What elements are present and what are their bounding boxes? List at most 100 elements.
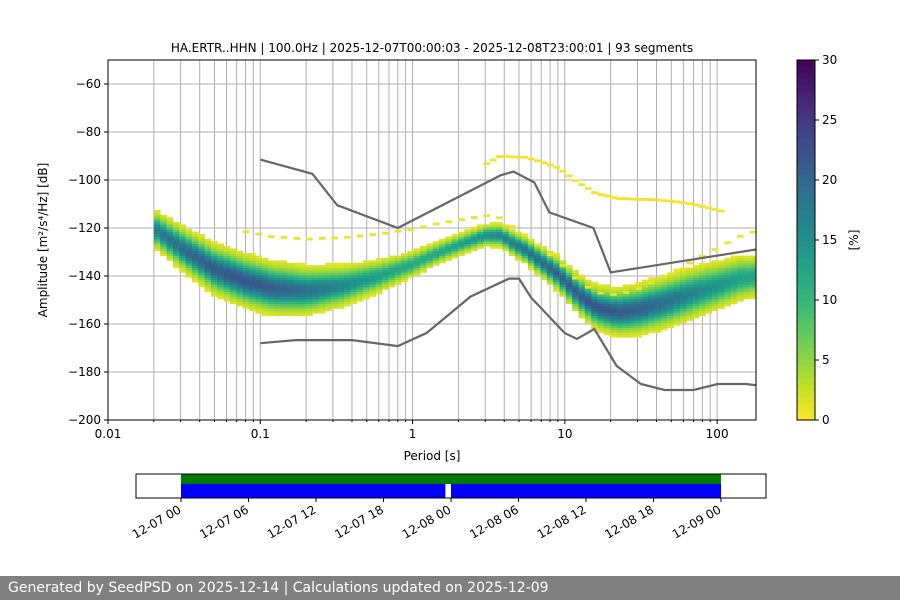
heatmap-cell — [736, 286, 744, 290]
heatmap-cell — [242, 230, 250, 234]
colorbar-segment — [797, 294, 815, 301]
heatmap-cell — [502, 243, 510, 247]
heatmap-cell — [267, 298, 275, 302]
heatmap-cell — [540, 265, 548, 268]
heatmap-cell — [445, 253, 453, 256]
heatmap-cell — [172, 224, 180, 228]
heatmap-cell — [236, 289, 243, 292]
heatmap-cell — [622, 327, 630, 331]
heatmap-cell — [191, 270, 199, 273]
heatmap-cell — [730, 255, 738, 259]
heatmap-cell — [236, 282, 243, 285]
heatmap-cell — [179, 231, 186, 235]
heatmap-cell — [382, 277, 389, 280]
heatmap-cell — [540, 270, 548, 273]
heatmap-cell — [502, 229, 510, 232]
heatmap-cell — [166, 222, 174, 225]
heatmap-cell — [407, 265, 415, 268]
heatmap-cell — [470, 241, 478, 244]
availability-green-segment — [181, 474, 721, 484]
heatmap-cell — [299, 279, 307, 283]
heatmap-cell — [635, 327, 643, 331]
heatmap-cell — [470, 238, 478, 242]
heatmap-cell — [324, 298, 332, 302]
heatmap-cell — [255, 282, 262, 285]
heatmap-cell — [350, 286, 358, 290]
heatmap-cell — [356, 262, 364, 266]
heatmap-cell — [743, 270, 751, 273]
heatmap-cell — [229, 267, 237, 271]
heatmap-cell — [350, 298, 358, 302]
availability-bar: 12-07 00 12-07 06 12-07 12 12-07 18 12-08 00… — [130, 473, 767, 542]
heatmap-cell — [527, 241, 535, 244]
heatmap-cell — [692, 203, 700, 207]
heatmap-cell — [331, 286, 339, 290]
heatmap-cell — [749, 291, 757, 295]
heatmap-cell — [274, 310, 282, 314]
heatmap-cell — [267, 284, 275, 288]
heatmap-cell — [578, 294, 586, 297]
heatmap-cell — [635, 284, 643, 288]
heatmap-cell — [692, 284, 700, 288]
colorbar-segment — [797, 300, 815, 307]
heatmap-cell — [730, 267, 738, 271]
heatmap-cell — [318, 306, 326, 309]
heatmap-cell — [641, 282, 649, 285]
colorbar-segment — [797, 156, 815, 163]
heatmap-cell — [198, 258, 205, 261]
heatmap-cell — [394, 272, 402, 276]
heatmap-cell — [223, 282, 231, 285]
colorbar-segment — [797, 396, 815, 403]
heatmap-cell — [546, 279, 554, 283]
heatmap-cell — [635, 198, 643, 201]
heatmap-cell — [553, 253, 560, 256]
heatmap-cell — [160, 250, 167, 254]
nhnm-curve — [260, 158, 757, 274]
heatmap-cell — [724, 274, 732, 278]
heatmap-cell — [660, 301, 668, 304]
heatmap-cell — [660, 282, 668, 285]
heatmap-cell — [337, 291, 345, 295]
heatmap-cell — [546, 255, 554, 259]
heatmap-cell — [698, 294, 706, 297]
heatmap-cell — [527, 243, 535, 247]
heatmap-cell — [673, 315, 681, 319]
heatmap-cell — [382, 279, 389, 283]
heatmap-cell — [654, 330, 662, 333]
heatmap-cell — [280, 289, 288, 292]
heatmap-cell — [730, 289, 738, 292]
heatmap-cell — [565, 286, 573, 290]
heatmap-cell — [375, 274, 383, 278]
heatmap-cell — [540, 248, 548, 252]
heatmap-cell — [293, 267, 301, 271]
heatmap-cell — [717, 267, 725, 271]
heatmap-cell — [217, 284, 224, 288]
footer-text: Generated by SeedPSD on 2025-12-14 | Cal… — [0, 576, 900, 600]
heatmap-cell — [527, 255, 535, 259]
colorbar-segment — [797, 354, 815, 361]
heatmap-cell — [407, 228, 415, 231]
heatmap-cell — [654, 282, 662, 285]
heatmap-cell — [343, 272, 351, 276]
heatmap-cell — [280, 272, 288, 276]
heatmap-cell — [413, 270, 421, 273]
heatmap-cell — [343, 286, 351, 290]
heatmap-cell — [559, 277, 567, 280]
heatmap-cell — [724, 267, 732, 271]
heatmap-cell — [572, 179, 579, 183]
colorbar-segment — [797, 114, 815, 121]
heatmap-cell — [736, 279, 744, 283]
heatmap-cell — [622, 310, 630, 314]
heatmap-cell — [274, 303, 282, 307]
heatmap-cell — [299, 284, 307, 288]
heatmap-cell — [597, 310, 605, 314]
heatmap-cell — [660, 286, 668, 290]
heatmap-cell — [255, 277, 262, 280]
heatmap-cell — [686, 267, 694, 271]
heatmap-cell — [705, 270, 713, 273]
heatmap-cell — [679, 310, 687, 314]
heatmap-cell — [432, 246, 440, 249]
heatmap-cell — [648, 330, 655, 333]
heatmap-cell — [597, 298, 605, 302]
heatmap-cell — [261, 277, 269, 280]
